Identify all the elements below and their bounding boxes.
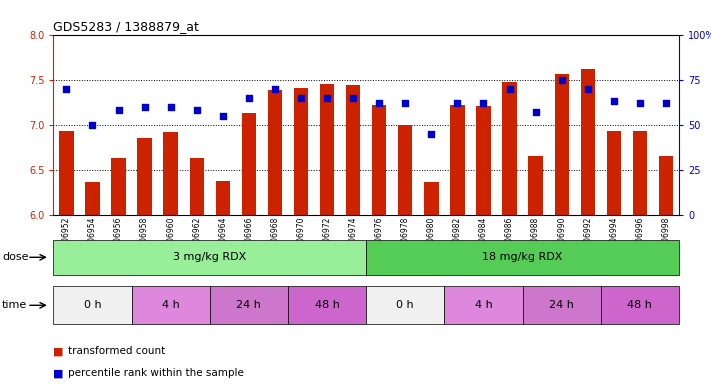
Text: 4 h: 4 h xyxy=(162,300,179,310)
Bar xyxy=(372,105,386,215)
Point xyxy=(113,107,124,113)
Point xyxy=(400,100,411,106)
Bar xyxy=(268,89,282,215)
Text: 3 mg/kg RDX: 3 mg/kg RDX xyxy=(173,252,247,262)
Bar xyxy=(633,131,647,215)
Bar xyxy=(112,158,126,215)
Bar xyxy=(320,84,334,215)
Text: transformed count: transformed count xyxy=(68,346,165,356)
Text: 4 h: 4 h xyxy=(475,300,492,310)
Point xyxy=(139,104,150,110)
Bar xyxy=(528,156,542,215)
Point xyxy=(661,100,672,106)
Text: GDS5283 / 1388879_at: GDS5283 / 1388879_at xyxy=(53,20,199,33)
Bar xyxy=(137,138,151,215)
Text: time: time xyxy=(2,300,28,310)
Text: ■: ■ xyxy=(53,346,64,356)
Bar xyxy=(346,85,360,215)
Bar xyxy=(450,105,464,215)
Bar xyxy=(606,131,621,215)
Bar xyxy=(398,125,412,215)
Point xyxy=(321,95,333,101)
Text: percentile rank within the sample: percentile rank within the sample xyxy=(68,368,243,378)
Bar xyxy=(555,74,569,215)
Bar xyxy=(190,158,204,215)
Text: ■: ■ xyxy=(53,368,64,378)
Point xyxy=(634,100,646,106)
Point xyxy=(60,86,72,92)
Point xyxy=(426,131,437,137)
Bar xyxy=(424,182,439,215)
Point xyxy=(504,86,515,92)
Point xyxy=(478,100,489,106)
Text: 48 h: 48 h xyxy=(315,300,339,310)
Point xyxy=(87,122,98,128)
Bar xyxy=(659,156,673,215)
Point xyxy=(373,100,385,106)
Text: 48 h: 48 h xyxy=(628,300,652,310)
Bar xyxy=(581,69,595,215)
Bar xyxy=(242,113,256,215)
Bar xyxy=(164,132,178,215)
Point xyxy=(165,104,176,110)
Bar xyxy=(503,83,517,215)
Point xyxy=(348,95,359,101)
Text: dose: dose xyxy=(2,252,28,262)
Point xyxy=(217,113,228,119)
Text: 18 mg/kg RDX: 18 mg/kg RDX xyxy=(482,252,563,262)
Text: 24 h: 24 h xyxy=(237,300,261,310)
Point xyxy=(243,95,255,101)
Point xyxy=(269,86,281,92)
Point xyxy=(451,100,463,106)
Point xyxy=(191,107,203,113)
Bar xyxy=(59,131,73,215)
Point xyxy=(608,98,619,104)
Point xyxy=(582,86,594,92)
Point xyxy=(295,95,306,101)
Bar xyxy=(85,182,100,215)
Point xyxy=(556,77,567,83)
Bar xyxy=(294,88,308,215)
Text: 24 h: 24 h xyxy=(550,300,574,310)
Point xyxy=(530,109,541,115)
Text: 0 h: 0 h xyxy=(84,300,101,310)
Bar xyxy=(215,181,230,215)
Text: 0 h: 0 h xyxy=(397,300,414,310)
Bar xyxy=(476,106,491,215)
